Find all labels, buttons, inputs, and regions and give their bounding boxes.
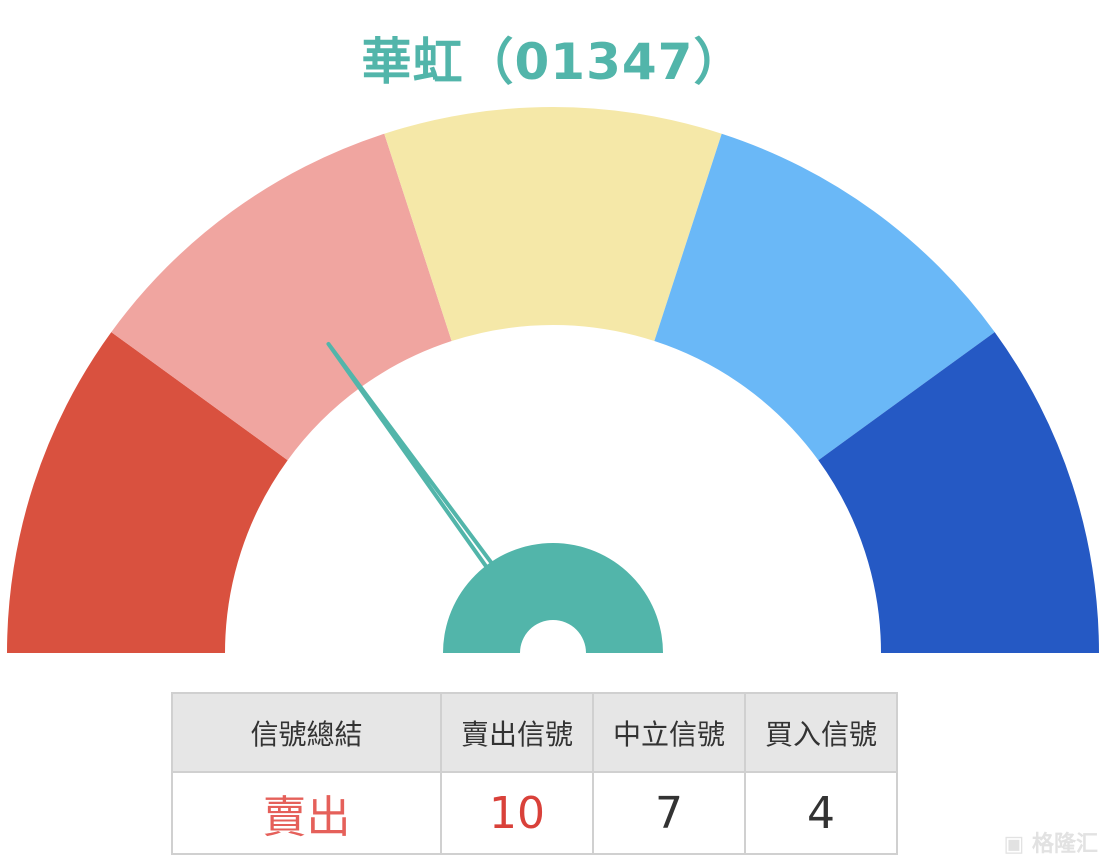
header-sell: 賣出信號 [440, 692, 594, 773]
table-row: 賣出 10 7 4 [171, 771, 898, 855]
gauge [7, 107, 1099, 653]
gauge-segment-2 [111, 133, 452, 461]
chart-title: 華虹（01347） [361, 33, 745, 91]
gauge-hub [443, 543, 663, 653]
watermark-logo: ▣ 格隆汇 [1003, 832, 1098, 857]
signal-summary-table: 信號總結 賣出信號 中立信號 買入信號 賣出 10 7 4 [171, 692, 898, 855]
header-buy: 買入信號 [744, 692, 898, 773]
gauge-segment-4 [654, 133, 995, 461]
summary-value: 賣出 [171, 771, 442, 855]
gauge-segment-1 [7, 332, 288, 653]
header-summary: 信號總結 [171, 692, 442, 773]
gauge-needle [326, 341, 495, 570]
header-neutral: 中立信號 [592, 692, 746, 773]
neutral-count: 7 [592, 771, 746, 855]
gauge-segment-5 [818, 332, 1099, 653]
table-header-row: 信號總結 賣出信號 中立信號 買入信號 [171, 692, 898, 773]
buy-count: 4 [744, 771, 898, 855]
sell-count: 10 [440, 771, 594, 855]
gauge-segment-3 [384, 107, 722, 342]
